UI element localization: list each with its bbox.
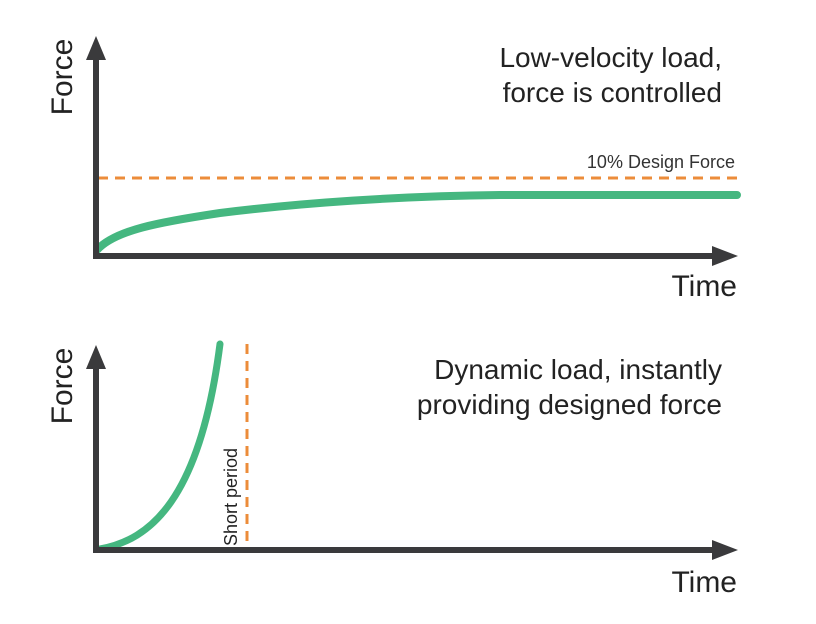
top-threshold-label: 10% Design Force: [587, 152, 735, 172]
top-y-axis-label: Force: [46, 39, 79, 116]
top-x-axis-label: Time: [671, 270, 737, 303]
top-caption-line1: Low-velocity load,: [499, 42, 722, 73]
top-x-axis-arrow: [712, 246, 738, 266]
bottom-y-axis-label: Force: [46, 348, 79, 425]
bottom-x-axis-label: Time: [671, 566, 737, 599]
top-caption-line2: force is controlled: [503, 77, 722, 108]
bottom-force-curve: [96, 340, 224, 553]
bottom-caption-line2: providing designed force: [417, 389, 722, 420]
bottom-panel: Short period Force Time Dynamic load, in…: [46, 340, 738, 599]
bottom-caption-line1: Dynamic load, instantly: [434, 354, 722, 385]
bottom-x-axis-arrow: [712, 540, 738, 560]
top-y-axis-arrow: [86, 36, 106, 60]
top-panel: 10% Design Force Force Time Low-velocity…: [46, 36, 741, 303]
top-force-curve: [93, 191, 741, 254]
bottom-y-axis-arrow: [86, 345, 106, 369]
bottom-period-label: Short period: [221, 448, 241, 546]
